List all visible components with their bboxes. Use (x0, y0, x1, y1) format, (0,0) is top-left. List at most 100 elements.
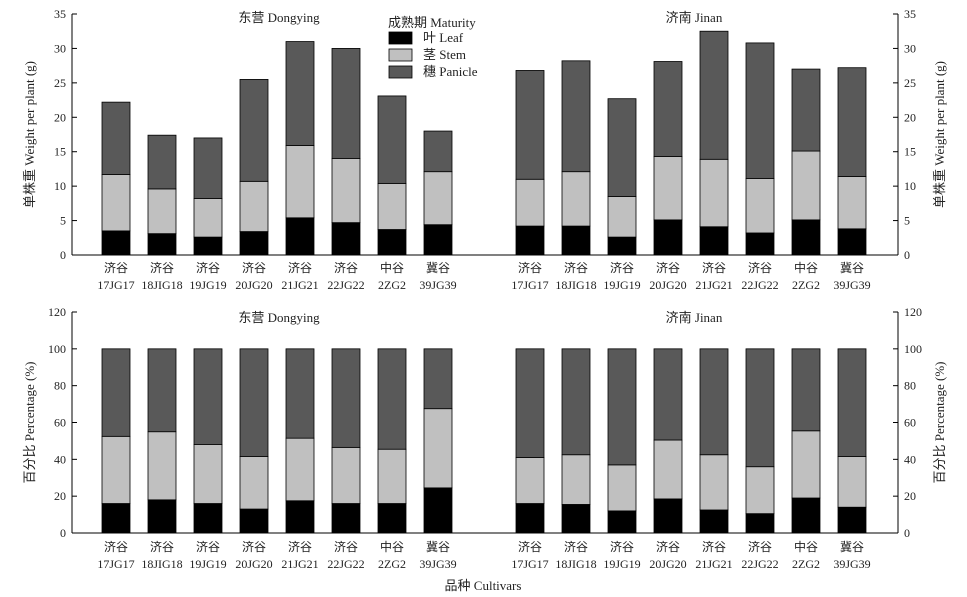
y-tick-label-right: 80 (904, 379, 916, 393)
bar-segment-panicle (147, 134, 177, 190)
x-tick-label-cn: 济谷 (242, 260, 266, 275)
bar-segment-leaf (331, 503, 361, 534)
bar-segment-stem (331, 158, 361, 224)
bar-segment-leaf (561, 225, 591, 256)
y-axis-label-right: 单株重 Weight per plant (g) (932, 61, 947, 208)
legend-item-panicle: 穗 Panicle (388, 64, 478, 79)
x-tick-label-cn: 济谷 (196, 539, 220, 554)
x-tick-label-code: 39JG39 (833, 557, 870, 571)
bar-segment-leaf (147, 499, 177, 534)
y-tick-label-left: 35 (54, 7, 66, 21)
bar-segment-stem (193, 198, 223, 238)
x-tick-label-cn: 中谷 (794, 539, 818, 554)
y-tick-label-left: 10 (54, 179, 66, 193)
x-tick-label-code: 19JG19 (189, 557, 226, 571)
bar-segment-stem (101, 435, 131, 504)
x-tick-label-cn: 冀谷 (840, 261, 864, 275)
x-tick-label-cn: 济谷 (748, 260, 772, 275)
bar-segment-panicle (837, 67, 867, 177)
bar-segment-panicle (193, 137, 223, 199)
x-tick-label-cn: 济谷 (334, 539, 358, 554)
bar-segment-stem (423, 171, 453, 226)
x-tick-label-code: 39JG39 (419, 557, 456, 571)
x-tick-label-cn: 中谷 (380, 539, 404, 554)
x-tick-label-code: 2ZG2 (378, 278, 406, 292)
bar-segment-leaf (101, 503, 131, 534)
x-tick-label-code: 18JIG18 (141, 557, 182, 571)
y-tick-label-left: 0 (60, 526, 66, 540)
x-tick-label-code: 21JG21 (695, 278, 732, 292)
x-tick-label-cn: 中谷 (380, 260, 404, 275)
x-tick-label-code: 22JG22 (741, 557, 778, 571)
group-title: 济南 Jinan (666, 310, 723, 325)
x-tick-label-code: 17JG17 (97, 278, 134, 292)
bar-segment-leaf (699, 509, 729, 534)
bar-segment-panicle (377, 348, 407, 450)
bar-segment-panicle (331, 48, 361, 159)
bar-segment-stem (561, 454, 591, 505)
bar-segment-leaf (423, 487, 453, 534)
bar-segment-leaf (791, 219, 821, 256)
bar-segment-stem (607, 196, 637, 238)
x-tick-label-cn: 济谷 (518, 539, 542, 554)
bar-segment-stem (423, 408, 453, 489)
x-tick-label-code: 20JG20 (235, 557, 272, 571)
bar-segment-stem (239, 180, 269, 232)
x-tick-label-code: 21JG21 (281, 557, 318, 571)
bar-segment-leaf (745, 513, 775, 534)
bar-segment-panicle (561, 60, 591, 173)
plot-panels: 0 0 5 5 10 10 15 15 20 20 25 25 30 30 35 35 单株重 Weight p… (22, 7, 947, 571)
y-tick-label-left: 30 (54, 41, 66, 55)
bar-segment-leaf (653, 498, 683, 534)
x-tick-label-code: 18JIG18 (555, 557, 596, 571)
bar-segment-stem (285, 145, 315, 219)
y-axis-label-right: 百分比 Percentage (%) (932, 361, 947, 483)
bar-segment-panicle (423, 130, 453, 173)
bar-segment-stem (791, 150, 821, 221)
x-tick-label-cn: 济谷 (150, 539, 174, 554)
x-tick-label-code: 20JG20 (649, 557, 686, 571)
x-tick-label-code: 19JG19 (603, 557, 640, 571)
legend-label-leaf: 叶 Leaf (423, 30, 464, 45)
bar-segment-leaf (607, 510, 637, 534)
bar-segment-stem (837, 456, 867, 508)
bar-segment-stem (377, 448, 407, 504)
y-tick-label-left: 20 (54, 489, 66, 503)
bar-segment-stem (515, 457, 545, 504)
bar-segment-stem (377, 182, 407, 230)
bar-segment-stem (745, 466, 775, 515)
x-tick-label-code: 22JG22 (741, 278, 778, 292)
legend-label-panicle: 穗 Panicle (423, 64, 478, 79)
bar-segment-leaf (561, 504, 591, 534)
x-tick-label-code: 22JG22 (327, 278, 364, 292)
bar-segment-panicle (377, 95, 407, 184)
legend-item-stem: 茎 Stem (388, 47, 466, 62)
bar-segment-stem (791, 430, 821, 499)
y-tick-label-right: 5 (904, 214, 910, 228)
y-tick-label-left: 15 (54, 145, 66, 159)
x-tick-label-cn: 济谷 (334, 260, 358, 275)
x-tick-label-cn: 济谷 (150, 260, 174, 275)
x-tick-label-cn: 冀谷 (840, 540, 864, 554)
x-tick-label-code: 2ZG2 (792, 557, 820, 571)
y-tick-label-right: 60 (904, 416, 916, 430)
bar-segment-panicle (653, 61, 683, 157)
bar-segment-leaf (837, 506, 867, 534)
y-tick-label-left: 5 (60, 214, 66, 228)
bar-segment-leaf (837, 228, 867, 256)
bar-segment-stem (331, 446, 361, 504)
y-tick-label-right: 35 (904, 7, 916, 21)
bar-segment-stem (699, 158, 729, 228)
x-tick-label-code: 39JG39 (833, 278, 870, 292)
legend: 成熟期 Maturity 叶 Leaf 茎 Stem 穗 Panicle (388, 15, 478, 79)
y-tick-label-right: 0 (904, 248, 910, 262)
x-tick-label-code: 19JG19 (603, 278, 640, 292)
x-tick-label-cn: 济谷 (564, 260, 588, 275)
y-tick-label-right: 25 (904, 76, 916, 90)
bar-segment-leaf (285, 217, 315, 256)
x-tick-label-cn: 济谷 (656, 260, 680, 275)
legend-item-leaf: 叶 Leaf (388, 30, 464, 45)
y-tick-label-left: 40 (54, 452, 66, 466)
y-tick-label-left: 20 (54, 110, 66, 124)
y-tick-label-right: 0 (904, 526, 910, 540)
